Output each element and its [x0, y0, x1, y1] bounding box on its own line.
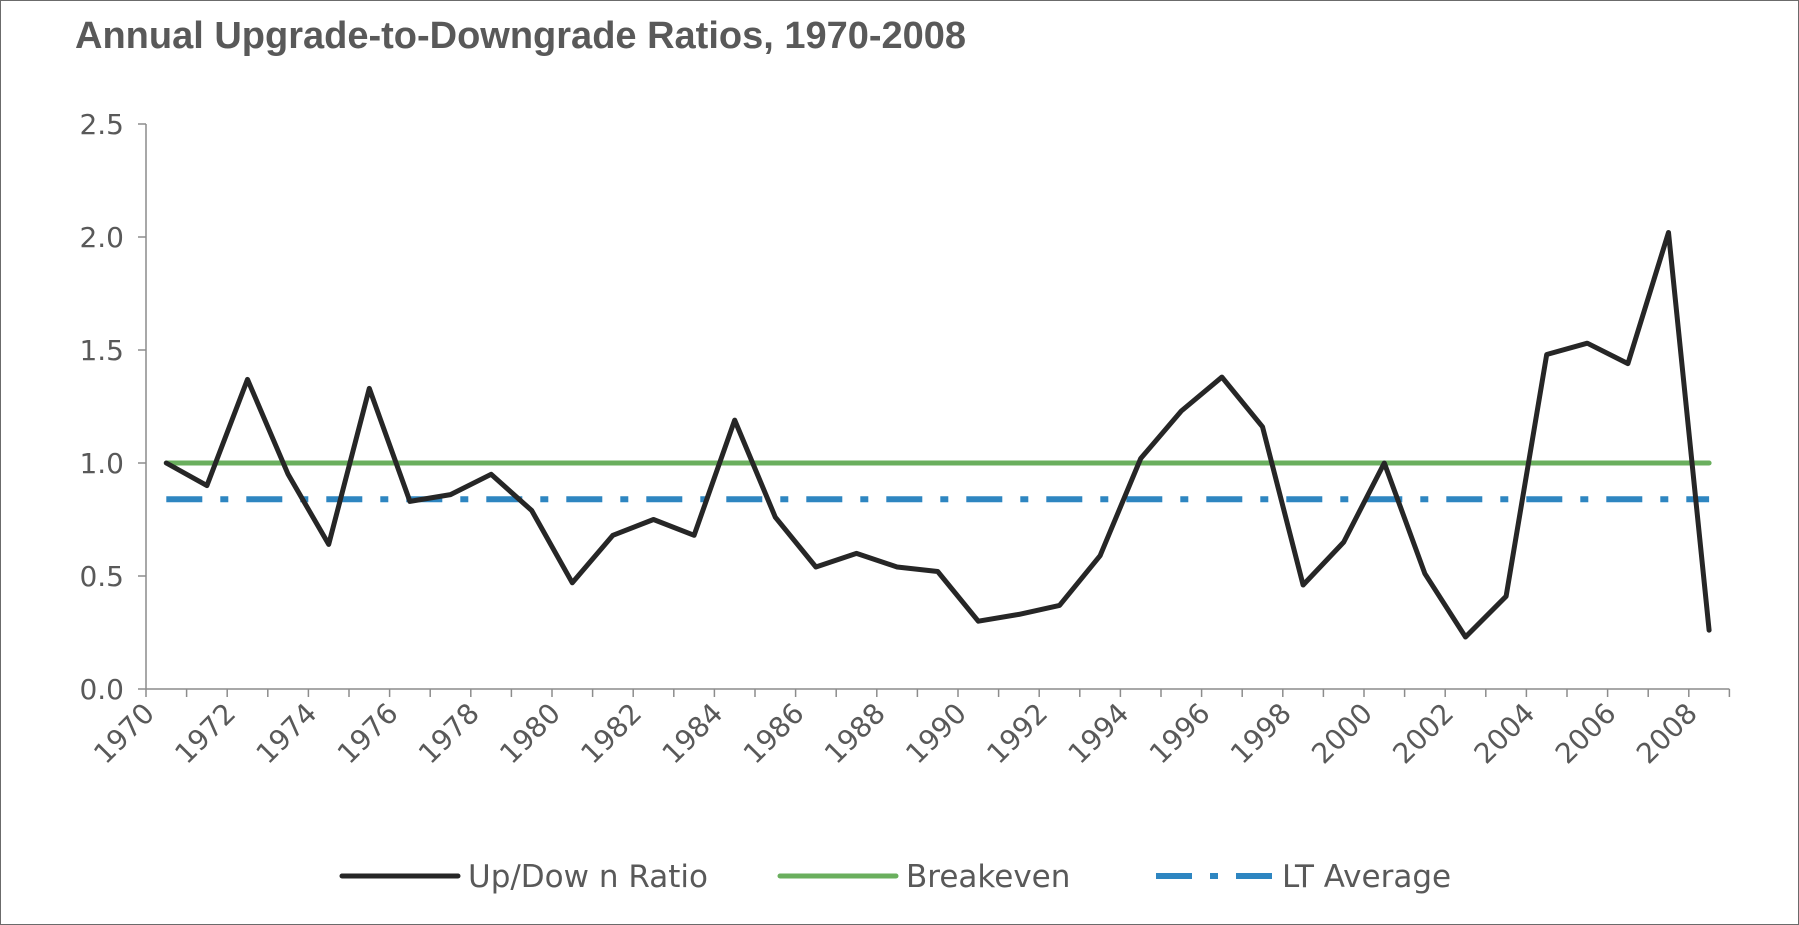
legend: Up/Dow n Ratio Breakeven LT Average: [339, 859, 1451, 895]
legend-label-breakeven: Breakeven: [906, 859, 1070, 895]
x-tick-label: 1990: [899, 697, 973, 771]
series-line-up-dow-n-ratio: [163, 230, 1712, 640]
x-tick-label: 1978: [412, 697, 486, 771]
y-tick-label: 1.0: [79, 447, 124, 480]
x-tick-label: 1994: [1062, 697, 1136, 771]
x-tick-label: 1980: [493, 697, 567, 771]
x-tick-label: 2000: [1305, 697, 1379, 771]
x-tick-label: 1996: [1143, 697, 1217, 771]
x-tick-label: 1982: [574, 697, 648, 771]
x-tick-label: 1970: [87, 697, 161, 771]
chart-title: Annual Upgrade-to-Downgrade Ratios, 1970…: [75, 15, 967, 57]
x-tick-label: 1998: [1224, 697, 1298, 771]
x-tick-label: 2004: [1468, 697, 1542, 771]
x-tick-label: 2002: [1386, 697, 1460, 771]
legend-label-lt-average: LT Average: [1282, 859, 1451, 895]
x-tick-label: 1986: [737, 697, 811, 771]
y-tick-label: 2.0: [79, 221, 124, 254]
series-layer: [163, 230, 1712, 640]
x-tick-label: 2006: [1549, 697, 1623, 771]
x-tick-label: 1988: [818, 697, 892, 771]
x-tick-label: 1972: [168, 697, 242, 771]
x-tick-label: 2008: [1630, 697, 1704, 771]
legend-label-up-dow-n-ratio: Up/Dow n Ratio: [468, 859, 708, 895]
x-tick-label: 1974: [250, 697, 324, 771]
x-tick-label: 1984: [656, 697, 730, 771]
y-tick-label: 0.0: [79, 673, 124, 706]
y-tick-label: 0.5: [79, 560, 124, 593]
y-tick-label: 1.5: [79, 334, 124, 367]
x-tick-label: 1992: [980, 697, 1054, 771]
x-tick-label: 1976: [331, 697, 405, 771]
y-tick-label: 2.5: [79, 108, 124, 141]
